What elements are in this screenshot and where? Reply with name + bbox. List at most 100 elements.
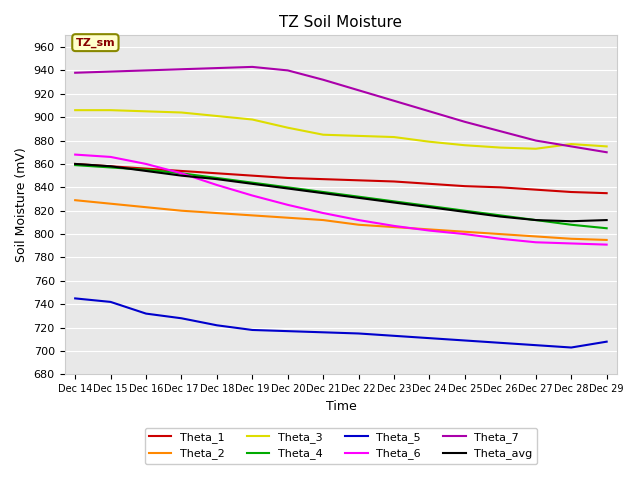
Theta_6 xyxy=(178,170,186,176)
Theta_2 xyxy=(107,201,115,206)
Theta_avg xyxy=(426,204,433,210)
Theta_1 xyxy=(497,184,504,190)
Theta_3 xyxy=(355,133,362,139)
Theta_4 xyxy=(568,222,575,228)
Theta_7 xyxy=(248,64,256,70)
Line: Theta_5: Theta_5 xyxy=(75,299,607,348)
Theta_3 xyxy=(319,132,327,138)
Theta_7 xyxy=(568,144,575,149)
Theta_2 xyxy=(461,229,468,235)
Theta_1 xyxy=(461,183,468,189)
Theta_7 xyxy=(532,138,540,144)
Theta_1 xyxy=(284,175,292,181)
Theta_7 xyxy=(284,68,292,73)
Legend: Theta_1, Theta_2, Theta_3, Theta_4, Theta_5, Theta_6, Theta_7, Theta_avg: Theta_1, Theta_2, Theta_3, Theta_4, Thet… xyxy=(145,428,537,464)
Theta_5 xyxy=(603,339,611,345)
Theta_5 xyxy=(71,296,79,301)
Theta_4 xyxy=(461,208,468,214)
Theta_2 xyxy=(142,204,150,210)
Theta_avg xyxy=(284,186,292,192)
Theta_4 xyxy=(142,167,150,173)
Theta_3 xyxy=(178,109,186,115)
Theta_avg xyxy=(178,173,186,179)
Theta_6 xyxy=(426,228,433,233)
Theta_5 xyxy=(532,342,540,348)
Theta_6 xyxy=(568,240,575,246)
Theta_6 xyxy=(284,202,292,208)
Theta_2 xyxy=(426,227,433,232)
Theta_6 xyxy=(213,182,221,188)
Theta_avg xyxy=(248,181,256,187)
Theta_1 xyxy=(142,166,150,171)
Theta_avg xyxy=(213,176,221,182)
Theta_1 xyxy=(532,187,540,192)
Theta_2 xyxy=(248,213,256,218)
Theta_5 xyxy=(284,328,292,334)
Theta_3 xyxy=(461,143,468,148)
Line: Theta_1: Theta_1 xyxy=(75,164,607,193)
Theta_2 xyxy=(319,217,327,223)
Theta_3 xyxy=(107,108,115,113)
Theta_avg xyxy=(319,190,327,196)
Text: TZ_sm: TZ_sm xyxy=(76,37,115,48)
Theta_3 xyxy=(426,139,433,144)
Theta_3 xyxy=(532,146,540,152)
Theta_7 xyxy=(426,108,433,114)
Theta_avg xyxy=(603,217,611,223)
Theta_2 xyxy=(213,210,221,216)
Theta_4 xyxy=(248,180,256,186)
Theta_6 xyxy=(248,192,256,198)
Theta_2 xyxy=(71,197,79,203)
Theta_1 xyxy=(107,163,115,169)
Theta_avg xyxy=(142,168,150,174)
Theta_6 xyxy=(142,161,150,167)
Theta_5 xyxy=(142,311,150,316)
Theta_4 xyxy=(178,170,186,176)
Theta_1 xyxy=(213,170,221,176)
Theta_avg xyxy=(461,209,468,215)
Theta_4 xyxy=(426,203,433,209)
Theta_avg xyxy=(568,218,575,224)
X-axis label: Time: Time xyxy=(326,400,356,413)
Theta_6 xyxy=(532,240,540,245)
Theta_7 xyxy=(603,149,611,155)
Theta_7 xyxy=(390,98,398,104)
Theta_6 xyxy=(355,217,362,223)
Theta_4 xyxy=(319,189,327,195)
Theta_7 xyxy=(497,128,504,134)
Theta_5 xyxy=(461,337,468,343)
Line: Theta_avg: Theta_avg xyxy=(75,164,607,221)
Theta_avg xyxy=(390,200,398,205)
Theta_4 xyxy=(71,162,79,168)
Theta_7 xyxy=(178,66,186,72)
Theta_5 xyxy=(107,299,115,305)
Theta_1 xyxy=(248,173,256,179)
Theta_4 xyxy=(213,175,221,181)
Theta_6 xyxy=(390,223,398,229)
Y-axis label: Soil Moisture (mV): Soil Moisture (mV) xyxy=(15,147,28,262)
Theta_3 xyxy=(390,134,398,140)
Theta_1 xyxy=(355,178,362,183)
Theta_7 xyxy=(142,68,150,73)
Theta_4 xyxy=(497,213,504,218)
Theta_4 xyxy=(355,194,362,200)
Theta_3 xyxy=(568,141,575,147)
Theta_2 xyxy=(497,231,504,237)
Theta_3 xyxy=(213,113,221,119)
Theta_avg xyxy=(107,163,115,169)
Theta_2 xyxy=(532,234,540,240)
Theta_7 xyxy=(107,69,115,74)
Theta_6 xyxy=(497,236,504,241)
Line: Theta_7: Theta_7 xyxy=(75,67,607,152)
Theta_5 xyxy=(248,327,256,333)
Theta_6 xyxy=(107,154,115,160)
Theta_5 xyxy=(319,329,327,335)
Theta_6 xyxy=(603,242,611,248)
Theta_2 xyxy=(284,215,292,221)
Theta_6 xyxy=(71,152,79,157)
Theta_avg xyxy=(532,217,540,223)
Theta_4 xyxy=(532,217,540,223)
Theta_5 xyxy=(355,331,362,336)
Theta_4 xyxy=(390,198,398,204)
Theta_3 xyxy=(603,144,611,149)
